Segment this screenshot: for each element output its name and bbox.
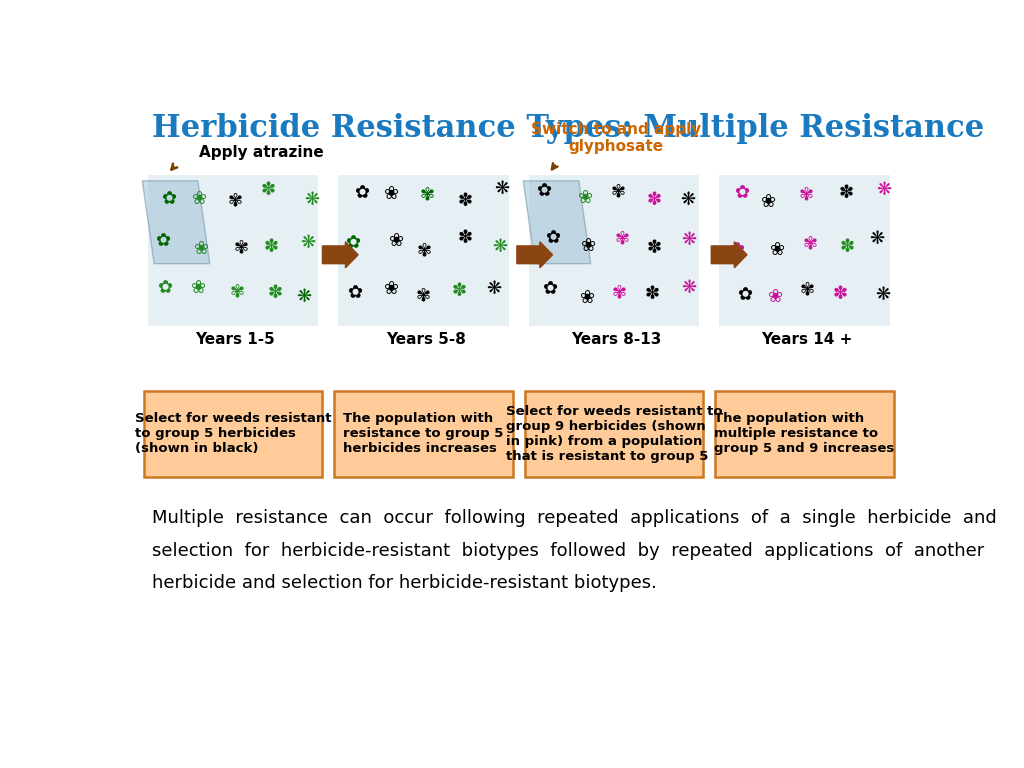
Text: ✿: ✿ [737, 286, 753, 304]
Text: ✽: ✽ [645, 285, 659, 303]
FancyBboxPatch shape [528, 175, 699, 326]
Polygon shape [142, 181, 210, 263]
Text: ❀: ❀ [195, 240, 209, 258]
Text: ✽: ✽ [260, 180, 275, 199]
Text: ✽: ✽ [452, 282, 467, 300]
FancyBboxPatch shape [719, 175, 890, 326]
Text: The population with
multiple resistance to
group 5 and 9 increases: The population with multiple resistance … [715, 412, 895, 455]
Text: ✿: ✿ [345, 235, 359, 253]
Text: ❋: ❋ [486, 280, 502, 298]
Text: ✿: ✿ [155, 233, 170, 250]
Text: ❀: ❀ [761, 193, 776, 211]
Text: ✿: ✿ [542, 280, 557, 298]
Text: ✽: ✽ [267, 284, 283, 302]
Text: ✾: ✾ [803, 235, 818, 253]
Text: ❋: ❋ [874, 286, 890, 303]
Text: selection  for  herbicide-resistant  biotypes  followed  by  repeated  applicati: selection for herbicide-resistant biotyp… [152, 541, 984, 560]
Text: ❀: ❀ [191, 279, 207, 296]
Text: ✾: ✾ [799, 186, 814, 204]
Text: ✿: ✿ [347, 284, 362, 303]
Text: ✾: ✾ [419, 186, 434, 204]
Text: ❋: ❋ [877, 180, 891, 199]
Text: ✾: ✾ [614, 230, 630, 247]
Text: ✿: ✿ [545, 230, 560, 247]
Text: ✽: ✽ [647, 239, 662, 257]
FancyArrow shape [517, 242, 553, 268]
Text: Years 14 +: Years 14 + [761, 332, 852, 346]
Text: Years 5-8: Years 5-8 [386, 332, 466, 346]
Text: herbicide and selection for herbicide-resistant biotypes.: herbicide and selection for herbicide-re… [152, 574, 656, 592]
Text: The population with
resistance to group 5
herbicides increases: The population with resistance to group … [343, 412, 504, 455]
Text: ❀: ❀ [580, 289, 595, 307]
Text: ❋: ❋ [680, 190, 695, 209]
Text: ❋: ❋ [495, 180, 510, 198]
Text: ❀: ❀ [581, 237, 596, 254]
Text: ✽: ✽ [839, 184, 854, 202]
FancyBboxPatch shape [338, 175, 509, 326]
Text: ❋: ❋ [492, 238, 507, 256]
Text: Select for weeds resistant
to group 5 herbicides
(shown in black): Select for weeds resistant to group 5 he… [135, 412, 332, 455]
Text: Apply atrazine: Apply atrazine [200, 145, 325, 161]
Text: Select for weeds resistant to
group 9 herbicides (shown
in pink) from a populati: Select for weeds resistant to group 9 he… [506, 405, 722, 462]
FancyArrow shape [712, 242, 748, 268]
FancyBboxPatch shape [143, 391, 323, 476]
Text: ✽: ✽ [833, 285, 848, 303]
Text: ✿: ✿ [157, 280, 172, 297]
Text: ❀: ❀ [768, 288, 783, 306]
FancyBboxPatch shape [715, 391, 894, 476]
Text: ❀: ❀ [389, 232, 404, 250]
Text: ❀: ❀ [770, 240, 785, 259]
Text: ✾: ✾ [611, 284, 627, 302]
FancyBboxPatch shape [524, 391, 703, 476]
Text: ❋: ❋ [300, 234, 315, 253]
FancyBboxPatch shape [147, 175, 318, 326]
Text: ✽: ✽ [458, 230, 473, 247]
Text: ✽: ✽ [263, 238, 279, 256]
Text: ❋: ❋ [682, 279, 696, 296]
Text: Herbicide Resistance Types: Multiple Resistance: Herbicide Resistance Types: Multiple Res… [152, 113, 984, 144]
Text: ✿: ✿ [353, 184, 369, 202]
Polygon shape [523, 181, 591, 263]
Text: ✿: ✿ [729, 241, 744, 259]
FancyBboxPatch shape [334, 391, 513, 476]
Text: ✾: ✾ [610, 182, 626, 200]
Text: ❀: ❀ [384, 185, 399, 204]
Text: ❋: ❋ [869, 230, 885, 249]
Text: ❋: ❋ [304, 190, 319, 209]
Text: ❋: ❋ [297, 288, 311, 306]
Text: ✾: ✾ [229, 283, 245, 301]
Text: ❀: ❀ [579, 189, 594, 207]
Text: ✾: ✾ [416, 286, 431, 304]
Text: ✾: ✾ [799, 280, 814, 298]
Text: ✾: ✾ [234, 238, 249, 257]
Text: Years 1-5: Years 1-5 [196, 332, 275, 346]
Text: ✽: ✽ [646, 191, 662, 209]
Text: Years 8-13: Years 8-13 [570, 332, 662, 346]
FancyArrow shape [323, 242, 358, 268]
Text: ✾: ✾ [417, 242, 431, 260]
Text: ❀: ❀ [193, 190, 208, 208]
Text: Multiple  resistance  can  occur  following  repeated  applications  of  a  sing: Multiple resistance can occur following … [152, 509, 996, 527]
Text: ✿: ✿ [162, 190, 176, 207]
Text: ❀: ❀ [384, 280, 399, 297]
Text: ✽: ✽ [840, 239, 855, 257]
Text: ✽: ✽ [457, 192, 472, 210]
Text: ✿: ✿ [536, 182, 551, 200]
Text: ✿: ✿ [734, 184, 750, 202]
Text: Switch to and apply
glyphosate: Switch to and apply glyphosate [530, 122, 701, 154]
Text: ❋: ❋ [681, 230, 696, 249]
Text: ✾: ✾ [227, 191, 243, 209]
